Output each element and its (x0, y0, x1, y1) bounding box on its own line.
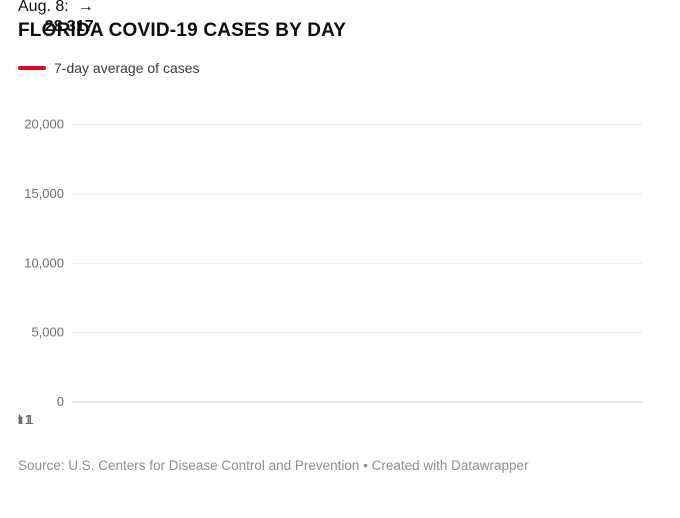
svg-text:15,000: 15,000 (24, 186, 64, 201)
chart-title: FLORIDA COVID-19 CASES BY DAY (18, 20, 662, 42)
annotation-arrow-icon: → (73, 0, 93, 15)
legend: 7-day average of cases (18, 60, 662, 76)
legend-label: 7-day average of cases (54, 60, 200, 76)
annotation-value: 28,317 (45, 18, 94, 35)
svg-text:20,000: 20,000 (24, 117, 64, 132)
chart-svg: 05,00010,00015,00020,000Apr 1Jul 1Oct 1J… (18, 82, 658, 442)
annotation-date: Aug. 8: (18, 0, 69, 15)
legend-swatch (18, 66, 46, 70)
chart-container: 05,00010,00015,00020,000Apr 1Jul 1Oct 1J… (18, 82, 662, 447)
source-text: Source: U.S. Centers for Disease Control… (18, 457, 662, 475)
svg-text:Jul 1: Jul 1 (18, 412, 32, 427)
svg-text:0: 0 (57, 394, 64, 409)
svg-text:10,000: 10,000 (24, 255, 64, 270)
annotation: Aug. 8: → 28,317 (18, 0, 94, 37)
svg-text:5,000: 5,000 (31, 325, 64, 340)
